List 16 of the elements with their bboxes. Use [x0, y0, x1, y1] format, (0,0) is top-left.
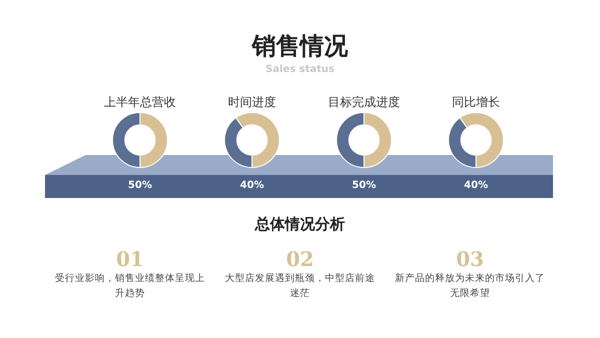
text: 新产品的释放为未来的市场引入了无限希望 [394, 272, 546, 301]
text: 总体情况分析 [254, 215, 346, 234]
chart-title: 上半年总营收 [103, 94, 177, 111]
text: 01 [115, 247, 145, 271]
text: 大型店发展遇到瓶颈，中型店前途迷茫 [224, 272, 376, 301]
text: 03 [455, 247, 485, 271]
text: 02 [285, 247, 315, 271]
data-label: 40% [463, 180, 489, 191]
data-label: 50% [351, 180, 377, 191]
data-label: 40% [239, 180, 265, 191]
chart-title: 同比增长 [451, 94, 501, 111]
chart-title: 时间进度 [227, 94, 277, 111]
data-label: 50% [127, 180, 153, 191]
text: 受行业影响，销售业绩整体呈现上升趋势 [54, 272, 206, 301]
chart-title: 目标完成进度 [327, 94, 401, 111]
text: 销售情况 [250, 31, 349, 62]
